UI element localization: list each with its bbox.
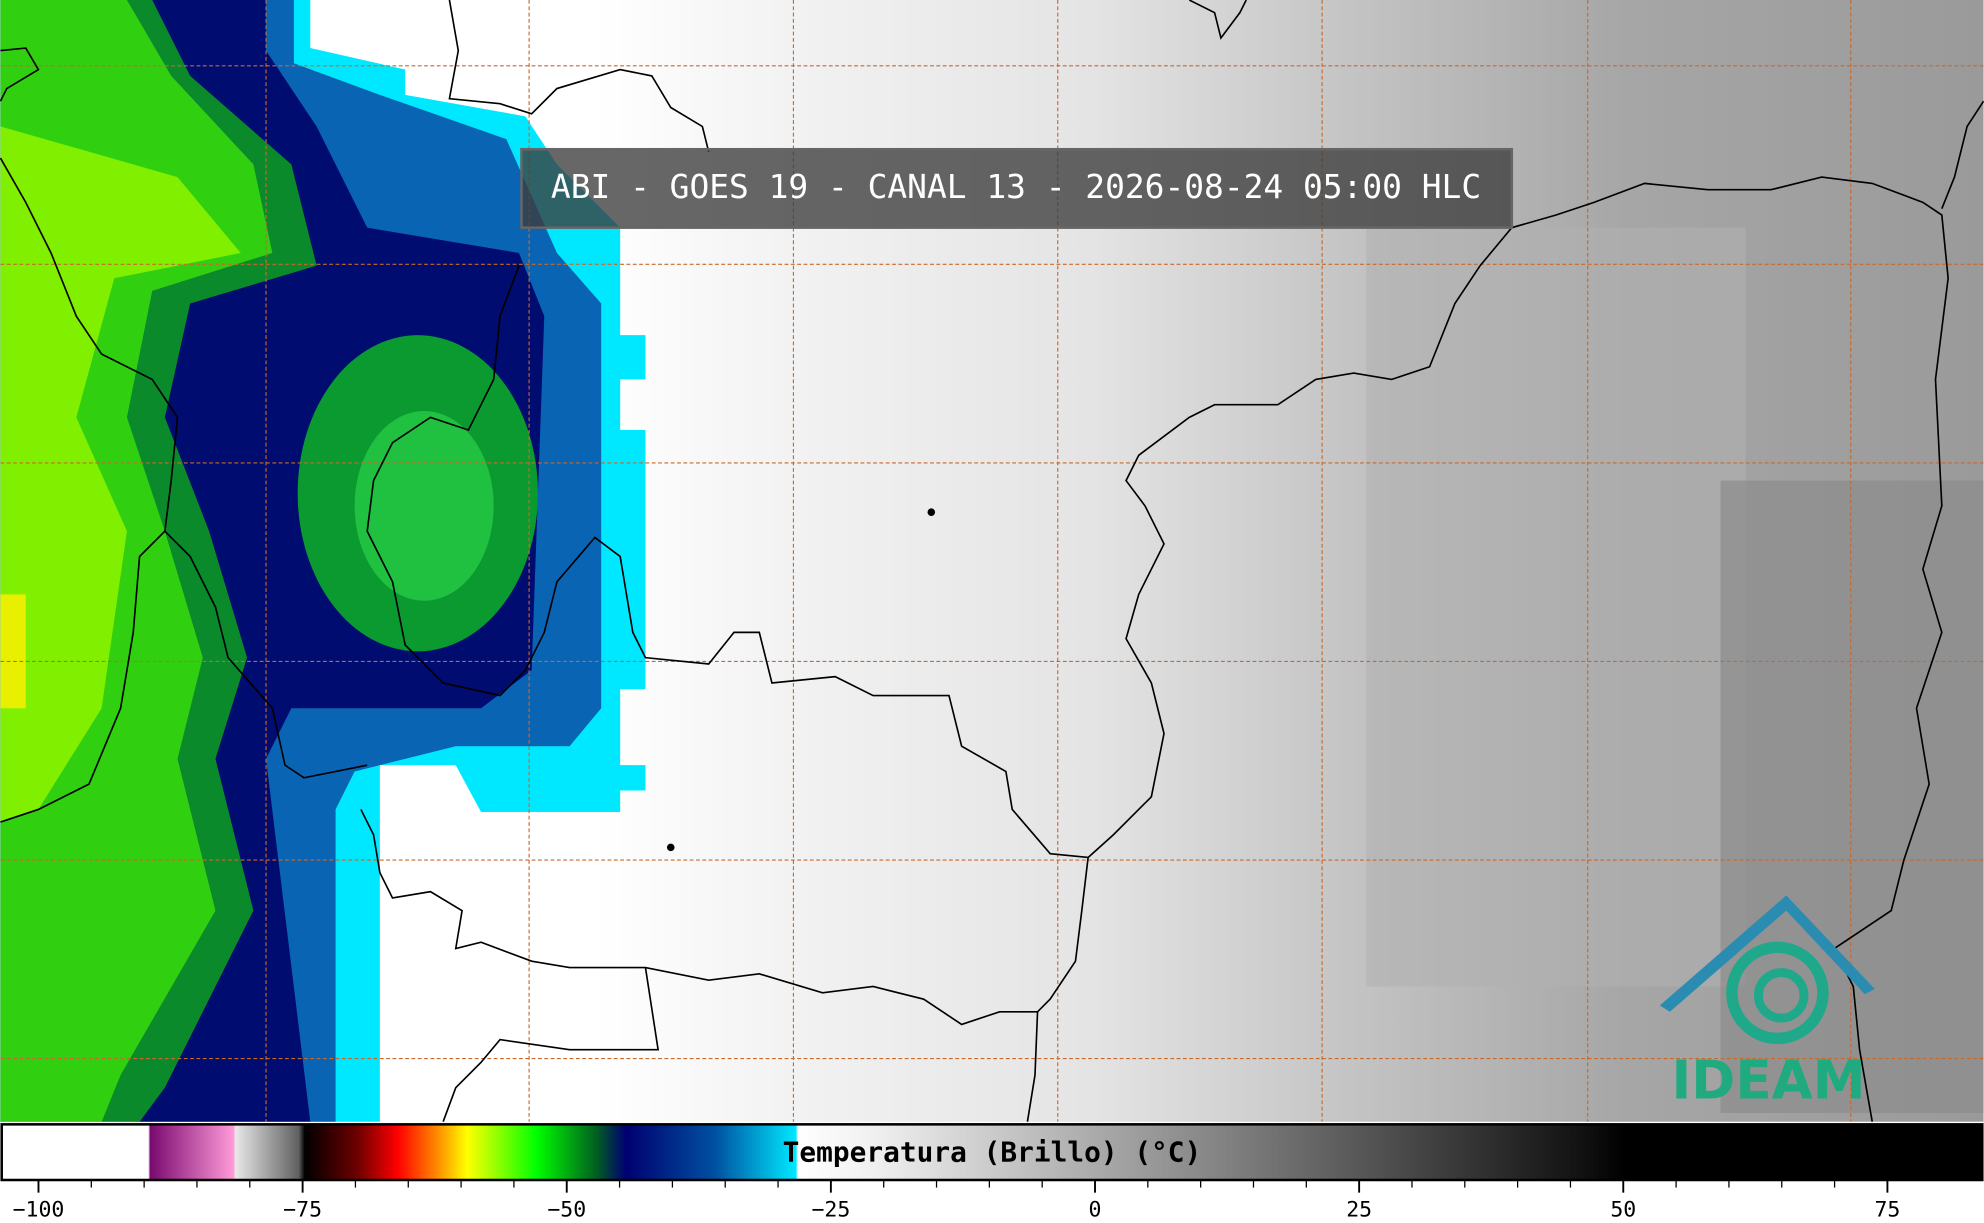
cloud-lime: [0, 126, 241, 823]
logo-swirl: [1754, 968, 1809, 1023]
tick-label: −50: [547, 1197, 586, 1222]
title: ABI - GOES 19 - CANAL 13 - 2026-08-24 05…: [551, 167, 1481, 206]
cloud-shade: [1366, 227, 1746, 987]
tick-label: −100: [13, 1197, 65, 1222]
city-marker: [666, 843, 675, 852]
cloud-shade: [1720, 480, 1984, 1113]
title-box: [520, 147, 1514, 229]
colorbar-label: Temperatura (Brillo) (°C): [783, 1135, 1202, 1168]
city-marker: [927, 508, 936, 517]
colorbar-axis: −100 −75 −50 −25 0 25 50 75: [13, 1179, 1900, 1222]
colorbar: [0, 1123, 1984, 1182]
tick-label: −75: [283, 1197, 322, 1222]
logo-text: IDEAM: [1672, 1050, 1866, 1112]
cloud-green-blob: [354, 411, 494, 601]
cloud-yellow: [0, 594, 26, 709]
logo-swirl: [1726, 941, 1829, 1045]
tick-label: 75: [1874, 1197, 1900, 1222]
logo-roof: [1659, 895, 1875, 1012]
tick-label: 0: [1089, 1197, 1102, 1222]
tick-label: −25: [811, 1197, 850, 1222]
boundaries: [0, 0, 1984, 1123]
tick-label: 50: [1610, 1197, 1636, 1222]
tick-label: 25: [1346, 1197, 1372, 1222]
logo: IDEAM: [1659, 895, 1875, 1112]
